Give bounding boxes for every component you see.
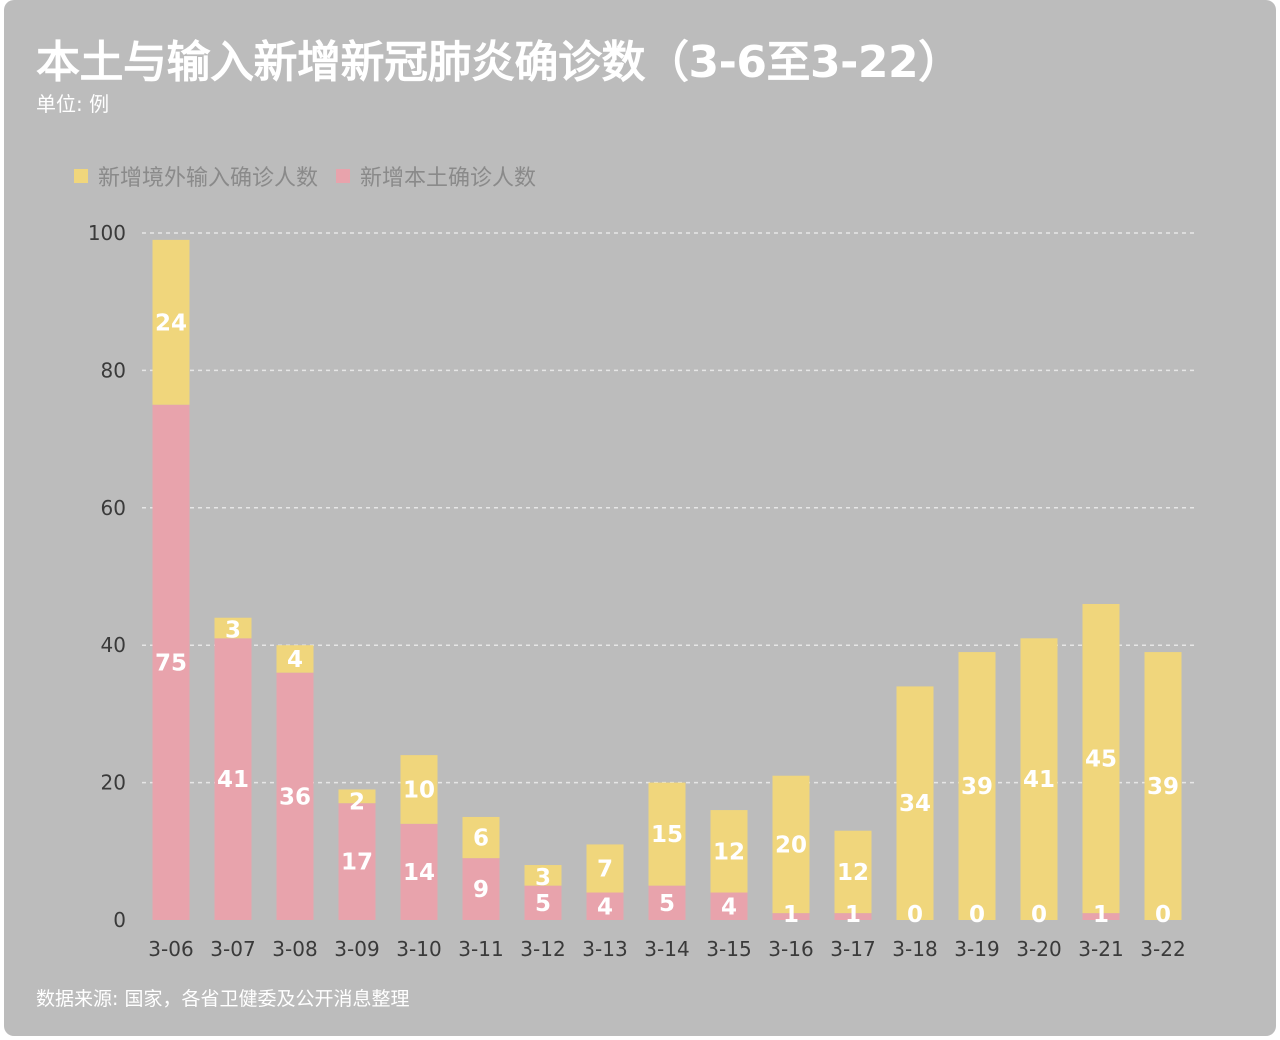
bar-imported — [586, 844, 624, 893]
bar-local — [648, 885, 686, 920]
bar-imported — [648, 782, 686, 886]
data-label-imported: 41 — [1023, 767, 1055, 793]
x-tick-label: 3-11 — [458, 937, 503, 961]
y-tick-label: 80 — [101, 358, 126, 382]
data-label-local: 14 — [403, 860, 435, 886]
x-tick-label: 3-09 — [334, 937, 379, 961]
source-note: 数据来源: 国家，各省卫健委及公开消息整理 — [36, 988, 410, 1010]
bar-local — [710, 892, 748, 920]
y-tick-label: 60 — [101, 496, 126, 520]
unit-label: 单位: 例 — [36, 92, 110, 116]
bar-local — [1082, 913, 1120, 920]
data-label-imported: 10 — [403, 777, 435, 803]
data-label-local: 1 — [1093, 902, 1109, 928]
bar-imported — [1082, 603, 1120, 914]
x-tick-label: 3-18 — [892, 937, 937, 961]
x-tick-label: 3-21 — [1078, 937, 1123, 961]
data-label-imported: 3 — [535, 865, 551, 891]
x-tick-label: 3-08 — [272, 937, 317, 961]
data-label-local: 0 — [1155, 902, 1171, 928]
data-label-imported: 15 — [651, 822, 683, 848]
bar-imported — [214, 617, 252, 639]
data-label-local: 1 — [783, 902, 799, 928]
bar-local — [524, 885, 562, 920]
data-label-local: 9 — [473, 877, 489, 903]
data-label-local: 5 — [659, 891, 675, 917]
x-tick-label: 3-15 — [706, 937, 751, 961]
bar-imported — [1144, 652, 1182, 920]
y-tick-label: 100 — [88, 221, 126, 245]
bar-imported — [152, 239, 190, 405]
legend-label-imported: 新增境外输入确诊人数 — [98, 166, 319, 191]
data-label-imported: 39 — [961, 774, 993, 800]
bar-local — [834, 913, 872, 920]
y-tick-label: 40 — [101, 633, 126, 657]
legend-label-local: 新增本土确诊人数 — [360, 166, 537, 191]
data-label-local: 5 — [535, 891, 551, 917]
data-label-imported: 20 — [775, 832, 807, 858]
x-tick-label: 3-10 — [396, 937, 441, 961]
legend-swatch-imported — [74, 169, 88, 183]
x-tick-label: 3-19 — [954, 937, 999, 961]
x-tick-label: 3-13 — [582, 937, 627, 961]
data-label-local: 0 — [1031, 902, 1047, 928]
bar-imported — [524, 865, 562, 886]
legend-item-local: 新增本土确诊人数 — [336, 160, 536, 192]
data-label-local: 1 — [845, 902, 861, 928]
bar-imported — [338, 789, 376, 804]
data-label-local: 0 — [969, 902, 985, 928]
x-tick-label: 3-20 — [1016, 937, 1061, 961]
x-tick-label: 3-22 — [1140, 937, 1185, 961]
bar-local — [214, 638, 252, 920]
x-tick-label: 3-17 — [830, 937, 875, 961]
data-label-imported: 12 — [713, 839, 745, 865]
data-label-local: 36 — [279, 784, 311, 810]
bar-local — [462, 858, 500, 920]
bar-local — [152, 404, 190, 920]
data-label-local: 4 — [721, 894, 737, 920]
x-tick-label: 3-16 — [768, 937, 813, 961]
bar-imported — [834, 830, 872, 914]
bar-imported — [276, 645, 314, 673]
bar-imported — [1020, 638, 1058, 920]
x-tick-label: 3-14 — [644, 937, 689, 961]
bar-imported — [710, 810, 748, 893]
x-tick-label: 3-12 — [520, 937, 565, 961]
data-label-local: 0 — [907, 902, 923, 928]
bar-imported — [958, 652, 996, 920]
data-label-imported: 6 — [473, 826, 489, 852]
bar-local — [586, 892, 624, 920]
data-label-imported: 12 — [837, 860, 869, 886]
bar-local — [338, 803, 376, 920]
y-tick-label: 20 — [101, 771, 126, 795]
legend: 新增境外输入确诊人数 新增本土确诊人数 — [74, 160, 536, 192]
bar-imported — [462, 816, 500, 859]
data-label-imported: 45 — [1085, 747, 1117, 773]
y-tick-label: 0 — [113, 908, 126, 932]
bar-imported — [772, 775, 810, 914]
data-label-imported: 3 — [225, 618, 241, 644]
bar-local — [772, 913, 810, 920]
data-label-imported: 7 — [597, 856, 613, 882]
bar-imported — [400, 755, 438, 824]
chart-title: 本土与输入新增新冠肺炎确诊数（3-6至3-22） — [36, 37, 962, 88]
data-label-local: 4 — [597, 894, 613, 920]
data-label-imported: 39 — [1147, 774, 1179, 800]
data-label-imported: 24 — [155, 310, 187, 336]
data-label-local: 75 — [155, 650, 187, 676]
data-label-local: 17 — [341, 850, 373, 876]
data-label-imported: 34 — [899, 791, 931, 817]
data-label-local: 41 — [217, 767, 249, 793]
bar-local — [400, 823, 438, 920]
legend-swatch-local — [336, 169, 351, 183]
data-label-imported: 2 — [349, 789, 365, 815]
x-tick-label: 3-07 — [210, 937, 255, 961]
bar-imported — [896, 686, 934, 920]
x-tick-label: 3-06 — [148, 937, 193, 961]
bar-local — [276, 672, 314, 920]
data-label-imported: 4 — [287, 647, 303, 673]
legend-item-imported: 新增境外输入确诊人数 — [74, 160, 318, 192]
